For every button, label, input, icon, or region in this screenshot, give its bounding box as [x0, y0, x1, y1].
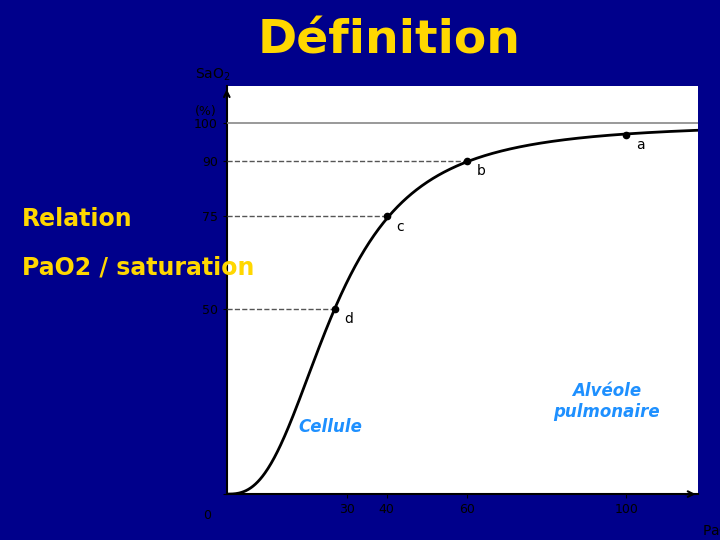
Text: a: a: [636, 138, 645, 152]
Text: SaO$_2$: SaO$_2$: [195, 66, 230, 83]
Text: Alvéole
pulmonaire: Alvéole pulmonaire: [553, 382, 660, 421]
Text: 0: 0: [203, 509, 211, 522]
Text: PaO2 / saturation: PaO2 / saturation: [22, 255, 254, 279]
Text: Définition: Définition: [257, 19, 521, 64]
Text: (%): (%): [195, 105, 217, 118]
Text: Relation: Relation: [22, 207, 132, 231]
Text: d: d: [345, 313, 354, 327]
Text: Cellule: Cellule: [299, 418, 363, 436]
Text: c: c: [397, 220, 405, 234]
Text: b: b: [477, 164, 485, 178]
Text: PaO$_2$: PaO$_2$: [703, 524, 720, 540]
